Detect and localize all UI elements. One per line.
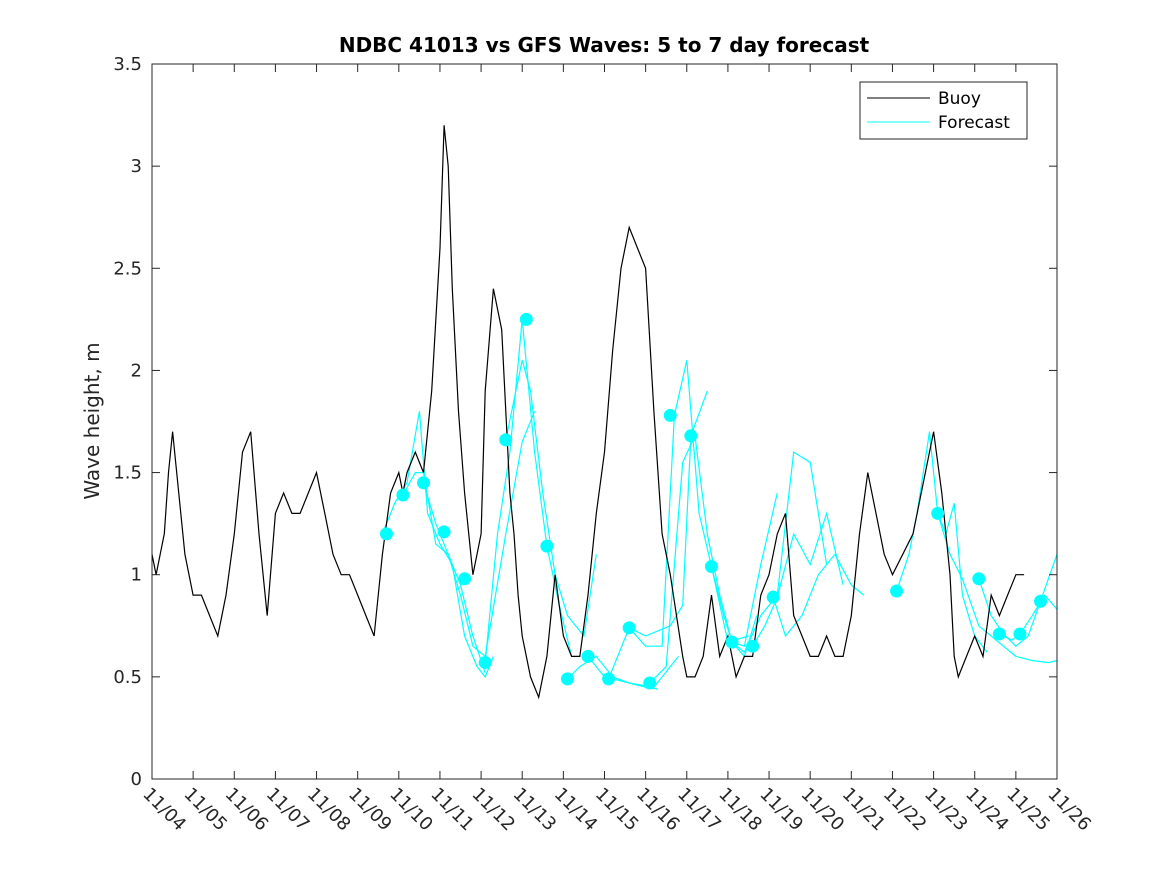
forecast-marker xyxy=(1013,627,1027,641)
forecast-marker xyxy=(766,590,780,604)
forecast-line xyxy=(772,553,865,638)
forecast-line xyxy=(628,360,749,647)
forecast-marker xyxy=(478,656,492,670)
forecast-marker xyxy=(437,525,451,539)
forecast-marker xyxy=(684,429,698,443)
forecast-marker xyxy=(458,572,472,586)
forecast-marker xyxy=(499,433,513,447)
forecast-marker xyxy=(725,635,739,649)
y-axis-ticks: 0 0.5 1 1.5 2 2.5 3 3.5 xyxy=(113,54,1057,790)
forecast-marker xyxy=(540,539,554,553)
legend-forecast-label: Forecast xyxy=(938,113,1010,133)
forecast-marker-group xyxy=(379,312,1048,690)
forecast-marker xyxy=(622,621,636,635)
y-tick-label: 0 xyxy=(131,769,142,790)
buoy-line xyxy=(151,125,1025,700)
forecast-marker xyxy=(746,639,760,653)
forecast-marker xyxy=(704,560,718,574)
y-tick-label: 1 xyxy=(131,565,142,586)
legend: Buoy Forecast xyxy=(859,81,1028,140)
y-tick-label: 2.5 xyxy=(113,258,142,279)
forecast-marker xyxy=(643,676,657,690)
forecast-marker xyxy=(396,488,410,502)
y-tick-label: 3 xyxy=(131,156,142,177)
y-axis-label: Wave height, m xyxy=(80,342,104,499)
forecast-marker xyxy=(890,584,904,598)
forecast-marker xyxy=(560,672,574,686)
legend-buoy-label: Buoy xyxy=(938,89,981,109)
forecast-marker xyxy=(992,627,1006,641)
forecast-marker xyxy=(602,672,616,686)
y-tick-label: 3.5 xyxy=(113,54,142,75)
chart-title: NDBC 41013 vs GFS Waves: 5 to 7 day fore… xyxy=(339,33,870,57)
forecast-marker xyxy=(972,572,986,586)
forecast-marker xyxy=(519,312,533,326)
forecast-line xyxy=(484,319,573,663)
forecast-line xyxy=(505,360,597,638)
legend-box xyxy=(859,81,1028,140)
forecast-marker xyxy=(379,527,393,541)
y-tick-label: 2 xyxy=(131,360,142,381)
plot-area xyxy=(152,64,1057,779)
forecast-line xyxy=(402,472,486,673)
forecast-line xyxy=(649,433,758,684)
forecast-marker xyxy=(1034,594,1048,608)
buoy-series-group xyxy=(151,125,1025,700)
forecast-marker xyxy=(417,476,430,490)
forecast-marker xyxy=(931,506,945,520)
y-tick-label: 1.5 xyxy=(113,463,142,484)
forecast-marker xyxy=(581,649,595,663)
y-tick-label: 0.5 xyxy=(113,667,142,688)
forecast-marker xyxy=(663,408,677,422)
forecast-line xyxy=(999,594,1058,641)
forecast-line xyxy=(587,656,679,688)
forecast-line xyxy=(937,513,1058,664)
forecast-line xyxy=(752,511,844,647)
